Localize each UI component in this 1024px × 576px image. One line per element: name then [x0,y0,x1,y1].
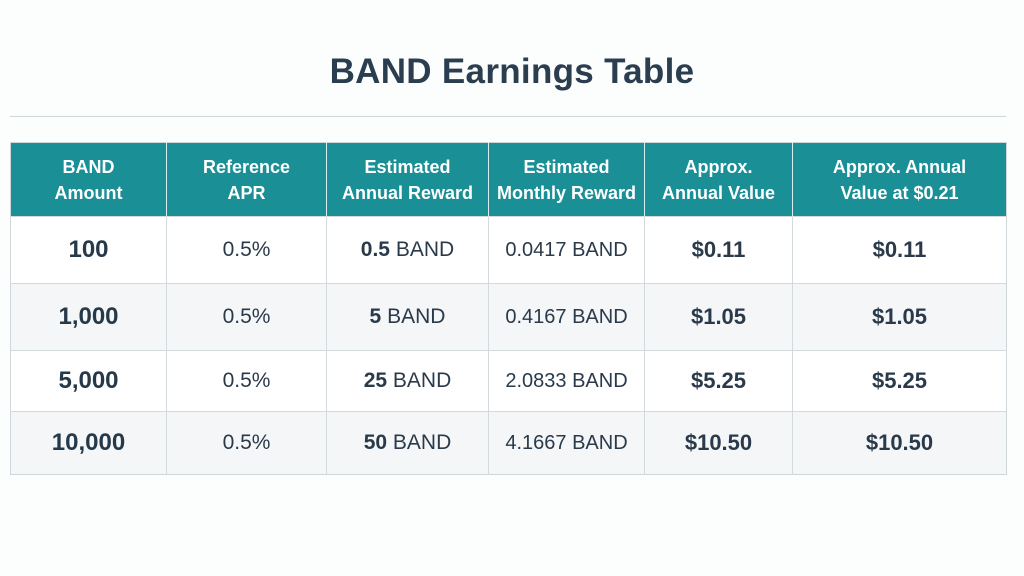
annual-reward-unit: BAND [387,305,446,328]
header-estimated-monthly-reward: Estimated Monthly Reward [488,142,645,217]
cell-band-amount: 5,000 [10,350,167,412]
header-line: Estimated [523,156,610,177]
cell-annual-value: $5.25 [644,350,793,412]
title-divider [10,116,1006,117]
header-approx-annual-value-at-price: Approx. Annual Value at $0.21 [792,142,1007,217]
cell-annual-reward: 5 BAND [326,283,489,351]
table-row: 1,000 0.5% 5 BAND 0.4167 BAND $1.05 $1.0… [10,283,1007,351]
header-line: Reference [202,156,291,177]
cell-annual-reward: 0.5 BAND [326,216,489,284]
header-band-amount: BAND Amount [10,142,167,217]
annual-reward-unit: BAND [392,431,452,454]
header-line: Monthly Reward [496,182,636,203]
annual-reward-amount: 0.5 [360,238,390,261]
header-estimated-annual-reward: Estimated Annual Reward [326,142,489,217]
cell-band-amount: 1,000 [10,283,167,351]
cell-band-amount: 10,000 [10,411,167,475]
header-line: Approx. Annual [832,156,967,177]
header-reference-apr: Reference APR [166,142,327,217]
annual-reward-amount: 5 [369,305,382,328]
header-line: Value at $0.21 [840,182,959,203]
cell-monthly-reward: 4.1667 BAND [488,411,645,475]
cell-monthly-reward: 2.0833 BAND [488,350,645,412]
annual-reward-amount: 50 [363,431,388,454]
table-row: 5,000 0.5% 25 BAND 2.0833 BAND $5.25 $5.… [10,350,1007,412]
cell-annual-value-at-price: $5.25 [792,350,1007,412]
cell-annual-value-at-price: $10.50 [792,411,1007,475]
cell-reference-apr: 0.5% [166,216,327,284]
header-line: Annual Value [661,182,776,203]
header-approx-annual-value: Approx. Annual Value [644,142,793,217]
table-row: 10,000 0.5% 50 BAND 4.1667 BAND $10.50 $… [10,411,1007,475]
cell-reference-apr: 0.5% [166,411,327,475]
annual-reward-unit: BAND [392,369,452,392]
header-line: APR [227,182,266,203]
cell-annual-reward: 25 BAND [326,350,489,412]
cell-annual-value: $0.11 [644,216,793,284]
header-line: Annual Reward [341,182,474,203]
cell-annual-value: $1.05 [644,283,793,351]
cell-monthly-reward: 0.4167 BAND [488,283,645,351]
cell-annual-value: $10.50 [644,411,793,475]
annual-reward-unit: BAND [395,238,455,261]
table-header-row: BAND Amount Reference APR Estimated Annual … [10,142,1007,217]
header-line: Approx. [684,156,753,177]
cell-band-amount: 100 [10,216,167,284]
cell-annual-value-at-price: $0.11 [792,216,1007,284]
cell-monthly-reward: 0.0417 BAND [488,216,645,284]
cell-annual-value-at-price: $1.05 [792,283,1007,351]
earnings-table: BAND Amount Reference APR Estimated Annual … [10,142,1007,475]
page-title: BAND Earnings Table [329,52,695,91]
table-row: 100 0.5% 0.5 BAND 0.0417 BAND $0.11 $0.1… [10,216,1007,284]
cell-annual-reward: 50 BAND [326,411,489,475]
header-line: Estimated [364,156,451,177]
annual-reward-amount: 25 [363,369,388,392]
cell-reference-apr: 0.5% [166,350,327,412]
header-line: BAND [62,156,115,177]
header-line: Amount [54,182,123,203]
cell-reference-apr: 0.5% [166,283,327,351]
